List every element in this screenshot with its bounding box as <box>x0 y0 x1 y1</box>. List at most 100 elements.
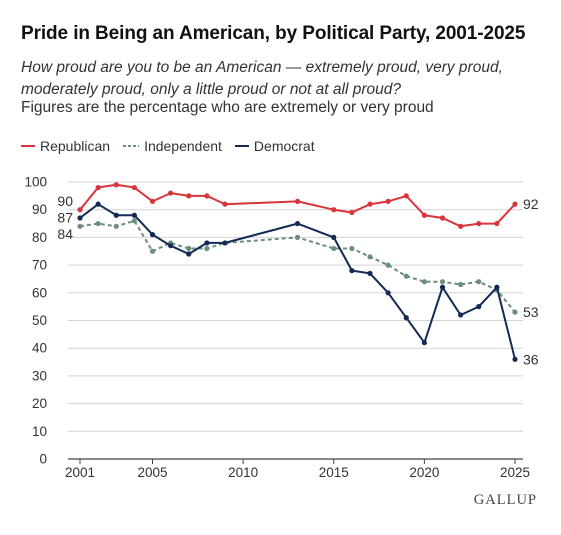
x-tick-label-2025: 2025 <box>500 465 530 480</box>
data-point-republican-2013 <box>294 198 301 204</box>
data-point-independent-2003 <box>113 223 119 229</box>
data-point-republican-2021 <box>439 215 446 221</box>
x-tick-label-2001: 2001 <box>65 465 95 480</box>
legend-swatch-republican <box>21 145 35 147</box>
data-point-independent-2008 <box>204 245 210 252</box>
data-point-republican-2005 <box>149 198 156 204</box>
data-point-democrat-2018 <box>385 290 391 296</box>
legend-label-republican: Republican <box>40 138 111 154</box>
gallup-logo: GALLUP <box>473 492 537 508</box>
data-point-democrat-2016 <box>349 268 355 274</box>
legend-swatch-independent <box>123 145 140 147</box>
data-point-republican-2002 <box>95 184 101 191</box>
y-tick-label-60: 60 <box>32 285 47 300</box>
data-point-independent-2023 <box>476 279 482 285</box>
data-point-republican-2025 <box>512 201 518 207</box>
x-tick-label-2010: 2010 <box>228 465 258 480</box>
data-point-democrat-2023 <box>476 304 482 310</box>
data-point-independent-2019 <box>403 273 409 279</box>
data-point-republican-2019 <box>403 193 409 199</box>
data-point-independent-2007 <box>186 245 192 252</box>
x-tick-label-2005: 2005 <box>137 465 167 480</box>
data-point-democrat-2005 <box>149 232 156 238</box>
data-point-democrat-2019 <box>403 315 409 321</box>
y-tick-label-0: 0 <box>39 452 47 467</box>
data-point-democrat-2025 <box>512 356 518 362</box>
data-point-independent-2018 <box>385 262 391 268</box>
data-point-democrat-2001 <box>77 215 83 221</box>
y-tick-label-50: 50 <box>32 313 47 328</box>
data-point-democrat-2002 <box>95 201 101 207</box>
data-point-democrat-2007 <box>186 251 192 257</box>
data-point-independent-2001 <box>77 223 83 229</box>
y-tick-label-100: 100 <box>24 175 47 190</box>
data-point-republican-2001 <box>77 207 83 213</box>
data-point-independent-2017 <box>367 254 373 260</box>
data-point-independent-2013 <box>294 234 301 240</box>
data-point-democrat-2017 <box>367 270 373 277</box>
data-point-republican-2018 <box>385 198 391 204</box>
legend-label-independent: Independent <box>144 138 222 154</box>
chart-subtitle: How proud are you to be an American — ex… <box>21 59 503 98</box>
data-point-republican-2017 <box>367 201 373 207</box>
data-point-democrat-2013 <box>294 220 301 227</box>
legend-label-democrat: Democrat <box>253 138 315 154</box>
y-tick-label-20: 20 <box>32 396 47 411</box>
data-point-independent-2005 <box>149 248 156 254</box>
chart-note: Figures are the percentage who are extre… <box>21 99 434 116</box>
data-point-independent-2021 <box>439 279 446 285</box>
data-point-republican-2016 <box>349 209 355 216</box>
data-point-republican-2004 <box>131 184 137 191</box>
data-point-independent-2002 <box>95 220 101 227</box>
series-line-republican <box>79 183 516 228</box>
data-point-democrat-2009 <box>222 240 228 246</box>
data-point-independent-2020 <box>421 279 427 285</box>
x-tick-label-2015: 2015 <box>319 465 349 480</box>
data-point-republican-2008 <box>204 193 210 199</box>
data-point-republican-2003 <box>113 182 119 188</box>
legend-item-republican: Republican <box>21 138 110 154</box>
end-label-republican: 92 <box>523 196 539 212</box>
start-label-democrat: 87 <box>57 210 73 226</box>
legend-item-democrat: Democrat <box>234 138 315 154</box>
legend-item-independent: Independent <box>123 138 222 154</box>
y-tick-label-40: 40 <box>32 341 47 356</box>
data-point-democrat-2008 <box>204 240 210 246</box>
legend: Republican Independent Democrat <box>21 138 328 154</box>
y-tick-label-90: 90 <box>32 202 47 217</box>
y-tick-label-70: 70 <box>32 258 47 273</box>
data-point-democrat-2024 <box>494 284 500 290</box>
start-label-republican: 90 <box>57 193 73 209</box>
data-point-democrat-2003 <box>113 212 119 218</box>
y-tick-label-80: 80 <box>32 230 47 245</box>
x-tick-label-2020: 2020 <box>409 465 439 480</box>
data-point-independent-2016 <box>349 245 355 252</box>
data-point-independent-2004 <box>131 218 137 224</box>
legend-swatch-democrat <box>234 145 249 147</box>
start-label-independent: 84 <box>57 226 73 242</box>
data-point-republican-2024 <box>494 220 500 227</box>
data-point-democrat-2022 <box>458 312 464 318</box>
end-label-independent: 53 <box>523 304 539 320</box>
data-point-democrat-2020 <box>421 340 427 346</box>
end-label-democrat: 36 <box>523 351 539 367</box>
y-tick-label-30: 30 <box>32 368 47 383</box>
chart-title: Pride in Being an American, by Political… <box>21 23 526 44</box>
data-point-republican-2006 <box>168 190 174 196</box>
data-point-republican-2009 <box>222 201 228 207</box>
data-point-independent-2015 <box>331 245 337 252</box>
series-line-independent <box>79 219 516 313</box>
data-point-republican-2023 <box>476 220 482 227</box>
data-point-republican-2020 <box>421 212 427 218</box>
data-point-republican-2007 <box>186 193 192 199</box>
data-point-democrat-2006 <box>168 243 174 249</box>
y-tick-label-10: 10 <box>32 424 47 439</box>
data-point-republican-2022 <box>458 223 464 229</box>
data-point-democrat-2021 <box>439 284 446 290</box>
data-point-independent-2025 <box>512 309 518 315</box>
series-line-democrat <box>79 203 516 360</box>
data-point-democrat-2004 <box>131 212 137 218</box>
data-point-republican-2015 <box>331 207 337 213</box>
data-point-independent-2022 <box>458 281 464 288</box>
